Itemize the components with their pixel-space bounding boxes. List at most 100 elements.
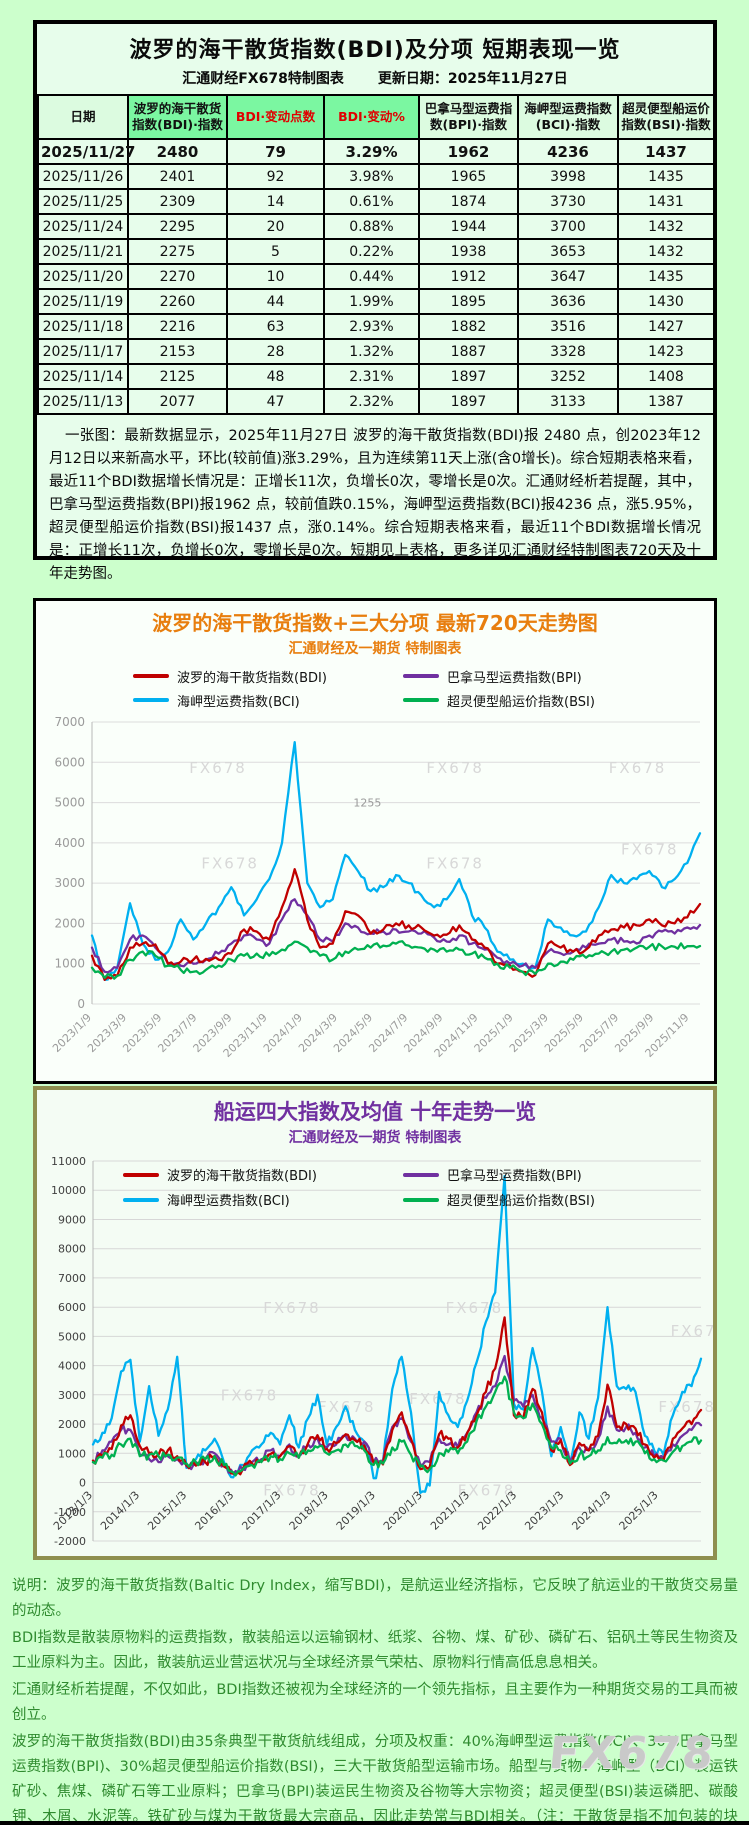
- date-cell: 2025/11/18: [37, 313, 129, 340]
- legend-item-bdi: 波罗的海干散货指数(BDI): [105, 664, 375, 688]
- svg-text:7000: 7000: [54, 715, 85, 729]
- value-cell: 3653: [517, 238, 619, 265]
- svg-text:2000: 2000: [54, 916, 85, 930]
- column-header: 巴拿马型运费指数(BPI)·指数: [418, 94, 519, 140]
- svg-text:8000: 8000: [58, 1243, 86, 1256]
- legend-swatch-bpi: [403, 1172, 439, 1177]
- svg-text:2023/1/3: 2023/1/3: [522, 1489, 566, 1533]
- legend-swatch-bci: [123, 1197, 159, 1202]
- value-cell: 3252: [517, 363, 619, 390]
- legend-label-bsi: 超灵便型船运价指数(BSI): [447, 1194, 595, 1209]
- value-cell: 1408: [617, 363, 715, 390]
- fx678-watermark: FX678: [546, 1728, 718, 1779]
- legend-swatch-bdi: [133, 674, 169, 678]
- svg-text:4000: 4000: [54, 836, 85, 850]
- svg-text:0: 0: [77, 997, 85, 1011]
- value-cell: 2260: [127, 288, 228, 315]
- svg-text:10000: 10000: [51, 1184, 86, 1197]
- column-header: 日期: [37, 94, 129, 140]
- value-cell: 1962: [418, 138, 519, 165]
- svg-text:2020/1/3: 2020/1/3: [381, 1489, 425, 1533]
- table-header: 日期 波罗的海干散货指数(BDI)·指数 BDI·变动点数 BDI·变动% 巴拿马型运费…: [37, 94, 715, 140]
- table-subtitle-source: 汇通财经FX678特制图表: [182, 71, 344, 87]
- footer-paragraph: 说明：波罗的海干散货指数(Baltic Dry Index，缩写BDI)，是航运…: [12, 1578, 738, 1619]
- chart-720-title: 波罗的海干散货指数+三大分项 最新720天走势图: [152, 611, 598, 635]
- table-subtitle: 汇通财经FX678特制图表 更新日期：2025年11月27日: [37, 68, 713, 88]
- table-row: 2025/11/19 2260 44 1.99% 1895 3636 1430: [37, 288, 715, 315]
- legend-label-bdi: 波罗的海干散货指数(BDI): [177, 670, 327, 686]
- chart-720-legend: 波罗的海干散货指数(BDI) 巴拿马型运费指数(BPI) 海岬型运费指数(BCI) 超…: [105, 664, 645, 712]
- svg-text:4000: 4000: [58, 1360, 86, 1373]
- table-row: 2025/11/18 2216 63 2.93% 1882 3516 1427: [37, 313, 715, 340]
- column-header: 海岬型运费指数(BCI)·指数: [517, 94, 619, 140]
- value-cell: 3.29%: [323, 138, 420, 165]
- value-cell: 2125: [127, 363, 228, 390]
- svg-text:2021/1/3: 2021/1/3: [428, 1489, 472, 1533]
- svg-text:FX678: FX678: [658, 1398, 713, 1416]
- svg-text:5000: 5000: [58, 1330, 86, 1343]
- legend-item-bsi: 超灵便型船运价指数(BSI): [375, 1187, 655, 1212]
- value-cell: 92: [226, 163, 325, 190]
- value-cell: 1938: [418, 238, 519, 265]
- value-cell: 1.99%: [323, 288, 420, 315]
- svg-text:FX678: FX678: [609, 759, 667, 777]
- legend-item-bpi: 巴拿马型运费指数(BPI): [375, 664, 645, 688]
- svg-text:9000: 9000: [58, 1214, 86, 1227]
- svg-text:FX678: FX678: [621, 841, 679, 859]
- value-cell: 20: [226, 213, 325, 240]
- value-cell: 1432: [617, 213, 715, 240]
- value-cell: 3700: [517, 213, 619, 240]
- value-cell: 1427: [617, 313, 715, 340]
- value-cell: 48: [226, 363, 325, 390]
- svg-text:FX678: FX678: [263, 1299, 321, 1317]
- legend-item-bci: 海岬型运费指数(BCI): [95, 1187, 375, 1212]
- value-cell: 3730: [517, 188, 619, 215]
- svg-text:1000: 1000: [58, 1447, 86, 1460]
- table-row: 2025/11/21 2275 5 0.22% 1938 3653 1432: [37, 238, 715, 265]
- bdi-table-section: 波罗的海干散货指数(BDI)及分项 短期表现一览 汇通财经FX678特制图表 更新…: [33, 20, 717, 582]
- value-cell: 44: [226, 288, 325, 315]
- value-cell: 1.32%: [323, 338, 420, 365]
- table-subtitle-date: 更新日期：2025年11月27日: [377, 71, 568, 87]
- value-cell: 1423: [617, 338, 715, 365]
- legend-label-bsi: 超灵便型船运价指数(BSI): [447, 694, 595, 710]
- value-cell: 1437: [617, 138, 715, 165]
- svg-text:7000: 7000: [58, 1272, 86, 1285]
- svg-text:2024/1/3: 2024/1/3: [569, 1489, 613, 1533]
- svg-text:FX678: FX678: [458, 1481, 516, 1499]
- legend-swatch-bsi: [403, 1197, 439, 1202]
- value-cell: 2401: [127, 163, 228, 190]
- value-cell: 2.31%: [323, 363, 420, 390]
- date-cell: 2025/11/24: [37, 213, 129, 240]
- summary-note: 一张图：最新数据显示，2025年11月27日 波罗的海干散货指数(BDI)报 2…: [49, 428, 701, 582]
- column-header: BDI·变动%: [323, 94, 420, 140]
- svg-text:FX678: FX678: [263, 1481, 321, 1499]
- legend-swatch-bpi: [403, 674, 439, 678]
- legend-label-bdi: 波罗的海干散货指数(BDI): [167, 1169, 317, 1184]
- value-cell: 4236: [517, 138, 619, 165]
- legend-item-bpi: 巴拿马型运费指数(BPI): [375, 1162, 655, 1187]
- svg-text:2025/1/3: 2025/1/3: [617, 1489, 661, 1533]
- value-cell: 2.32%: [323, 388, 420, 415]
- date-cell: 2025/11/17: [37, 338, 129, 365]
- chart-10y-title: 船运四大指数及均值 十年走势一览: [213, 1100, 537, 1124]
- legend-swatch-bsi: [403, 698, 439, 702]
- svg-text:2014/1/3: 2014/1/3: [98, 1489, 142, 1533]
- table-row: 2025/11/14 2125 48 2.31% 1897 3252 1408: [37, 363, 715, 390]
- value-cell: 1387: [617, 388, 715, 415]
- value-cell: 3647: [517, 263, 619, 290]
- value-cell: 2309: [127, 188, 228, 215]
- svg-text:FX678: FX678: [426, 855, 484, 873]
- date-cell: 2025/11/25: [37, 188, 129, 215]
- bdi-table: 日期 波罗的海干散货指数(BDI)·指数 BDI·变动点数 BDI·变动% 巴拿马型运费…: [37, 94, 715, 415]
- chart-10y-legend: 波罗的海干散货指数(BDI) 巴拿马型运费指数(BPI) 海岬型运费指数(BCI) 超…: [95, 1162, 655, 1212]
- chart-720-canvas: 0 1000 2000 3000 4000 5000 6000 7000 FX678 FX678 F…: [50, 715, 702, 1060]
- date-cell: 2025/11/19: [37, 288, 129, 315]
- explanation-footer: 说明：波罗的海干散货指数(Baltic Dry Index，缩写BDI)，是航运…: [12, 1574, 738, 1825]
- svg-text:FX678: FX678: [189, 759, 247, 777]
- legend-swatch-bdi: [123, 1172, 159, 1177]
- value-cell: 1887: [418, 338, 519, 365]
- chart-10y-canvas: -2000 -1000 0 1000 2000 3000 4000 5000 6000 7000 8…: [51, 1155, 713, 1548]
- value-cell: 1431: [617, 188, 715, 215]
- svg-text:FX678: FX678: [201, 855, 259, 873]
